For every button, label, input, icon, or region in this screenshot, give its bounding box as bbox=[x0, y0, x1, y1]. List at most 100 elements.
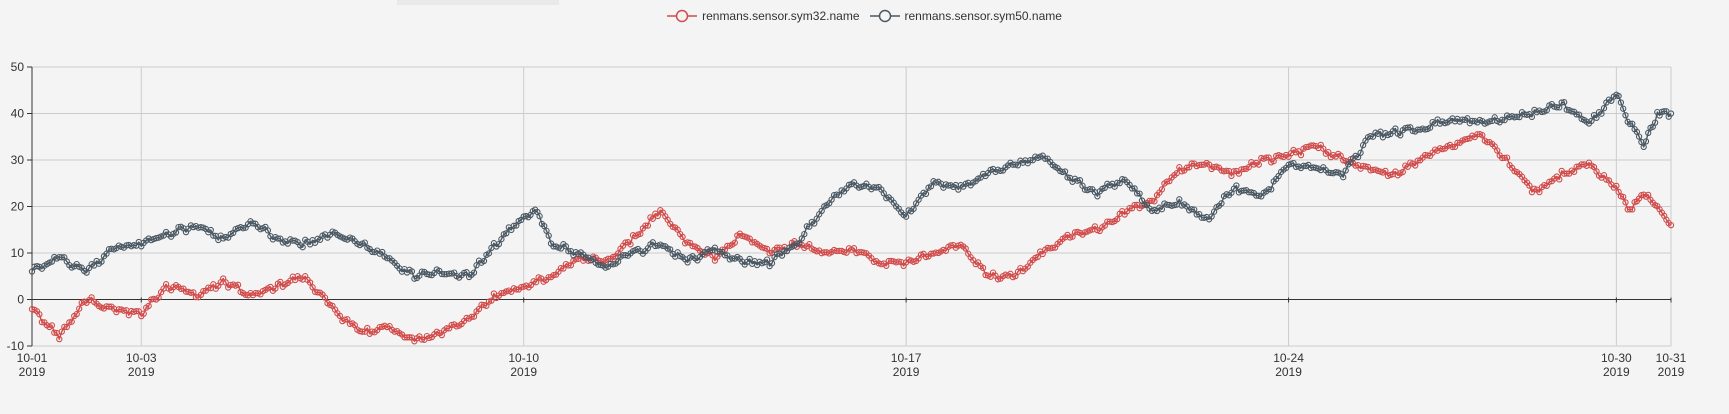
data-point bbox=[1501, 116, 1508, 124]
data-point bbox=[1556, 176, 1563, 183]
data-point bbox=[36, 311, 43, 318]
y-tick-label: 10 bbox=[11, 246, 25, 260]
legend-item-sym50[interactable]: renmans.sensor.sym50.name bbox=[869, 9, 1062, 23]
data-point bbox=[1183, 164, 1190, 171]
data-point bbox=[910, 205, 917, 213]
data-point bbox=[438, 331, 445, 339]
data-point bbox=[1094, 193, 1101, 200]
data-point bbox=[1645, 129, 1652, 137]
data-point bbox=[1233, 182, 1240, 189]
data-point bbox=[1228, 172, 1235, 180]
data-point bbox=[56, 335, 63, 343]
data-point bbox=[1352, 162, 1359, 169]
data-point bbox=[1543, 107, 1550, 114]
data-point bbox=[1464, 115, 1471, 122]
data-point bbox=[1561, 99, 1568, 106]
data-point bbox=[1325, 148, 1332, 156]
data-point bbox=[1494, 147, 1501, 154]
data-point bbox=[679, 233, 686, 241]
data-point bbox=[684, 259, 691, 266]
data-point bbox=[1629, 120, 1636, 127]
data-point bbox=[1265, 186, 1272, 193]
data-point bbox=[642, 222, 649, 229]
data-point bbox=[1635, 133, 1643, 140]
data-point bbox=[1536, 188, 1543, 196]
data-point bbox=[545, 274, 552, 281]
data-point bbox=[1424, 152, 1431, 159]
data-point bbox=[473, 262, 480, 269]
data-point bbox=[1558, 99, 1565, 106]
data-point bbox=[1404, 124, 1411, 131]
data-point bbox=[997, 167, 1004, 175]
data-point bbox=[1148, 197, 1156, 204]
data-point bbox=[513, 286, 520, 293]
data-point bbox=[1528, 113, 1536, 121]
data-point bbox=[922, 190, 930, 198]
data-point bbox=[1061, 168, 1069, 175]
data-point bbox=[1076, 177, 1084, 184]
data-point bbox=[83, 269, 90, 276]
y-tick-label: -10 bbox=[7, 339, 25, 353]
data-point bbox=[299, 244, 306, 251]
data-point bbox=[1059, 168, 1066, 176]
data-point bbox=[418, 336, 426, 343]
data-point bbox=[277, 278, 284, 286]
series-sym50 bbox=[28, 91, 1675, 282]
data-point bbox=[341, 316, 349, 323]
data-point bbox=[498, 236, 505, 243]
data-point bbox=[249, 220, 257, 227]
data-point bbox=[76, 305, 83, 312]
data-point bbox=[1074, 177, 1081, 184]
data-point bbox=[801, 230, 808, 238]
data-point bbox=[1340, 174, 1347, 181]
data-point bbox=[1399, 168, 1406, 176]
legend-sym50-marker-icon bbox=[869, 9, 900, 23]
data-point bbox=[746, 255, 753, 263]
x-tick-year-label: 2019 bbox=[510, 365, 537, 379]
data-point bbox=[803, 223, 810, 230]
data-point bbox=[1268, 186, 1275, 193]
data-point bbox=[979, 264, 987, 272]
data-point bbox=[565, 262, 572, 269]
data-point bbox=[567, 262, 575, 269]
data-point bbox=[1245, 164, 1252, 171]
data-point bbox=[1265, 154, 1272, 161]
data-point bbox=[1218, 200, 1225, 207]
data-point bbox=[1568, 108, 1575, 115]
data-point bbox=[1114, 216, 1121, 223]
data-point bbox=[1556, 104, 1563, 111]
data-point bbox=[463, 269, 470, 276]
x-tick-year-label: 2019 bbox=[19, 365, 46, 379]
data-point bbox=[1064, 174, 1071, 181]
data-point bbox=[480, 257, 488, 265]
data-point bbox=[796, 240, 803, 247]
data-point bbox=[1049, 244, 1056, 251]
x-tick-year-label: 2019 bbox=[128, 365, 155, 379]
data-point bbox=[172, 229, 180, 236]
data-point bbox=[1027, 157, 1034, 164]
data-point bbox=[495, 240, 503, 248]
data-point bbox=[28, 268, 36, 275]
data-point bbox=[1516, 113, 1523, 121]
data-point bbox=[1131, 185, 1138, 192]
data-point bbox=[306, 279, 314, 286]
data-point bbox=[1357, 149, 1364, 156]
data-point bbox=[222, 233, 229, 241]
data-point bbox=[190, 289, 197, 296]
legend-item-sym32[interactable]: renmans.sensor.sym32.name bbox=[667, 9, 860, 23]
data-point bbox=[1624, 206, 1631, 213]
data-point bbox=[716, 248, 724, 255]
data-point bbox=[649, 215, 656, 222]
data-point bbox=[1128, 185, 1136, 192]
data-point bbox=[1208, 213, 1215, 220]
data-point bbox=[1188, 206, 1195, 213]
data-point bbox=[1114, 179, 1121, 186]
data-point bbox=[962, 245, 969, 252]
data-point bbox=[562, 243, 570, 250]
data-point bbox=[1640, 143, 1647, 151]
data-point bbox=[61, 323, 68, 330]
data-point bbox=[541, 222, 548, 230]
data-point bbox=[1126, 204, 1133, 212]
data-point bbox=[1571, 168, 1578, 175]
data-point bbox=[1449, 143, 1456, 151]
